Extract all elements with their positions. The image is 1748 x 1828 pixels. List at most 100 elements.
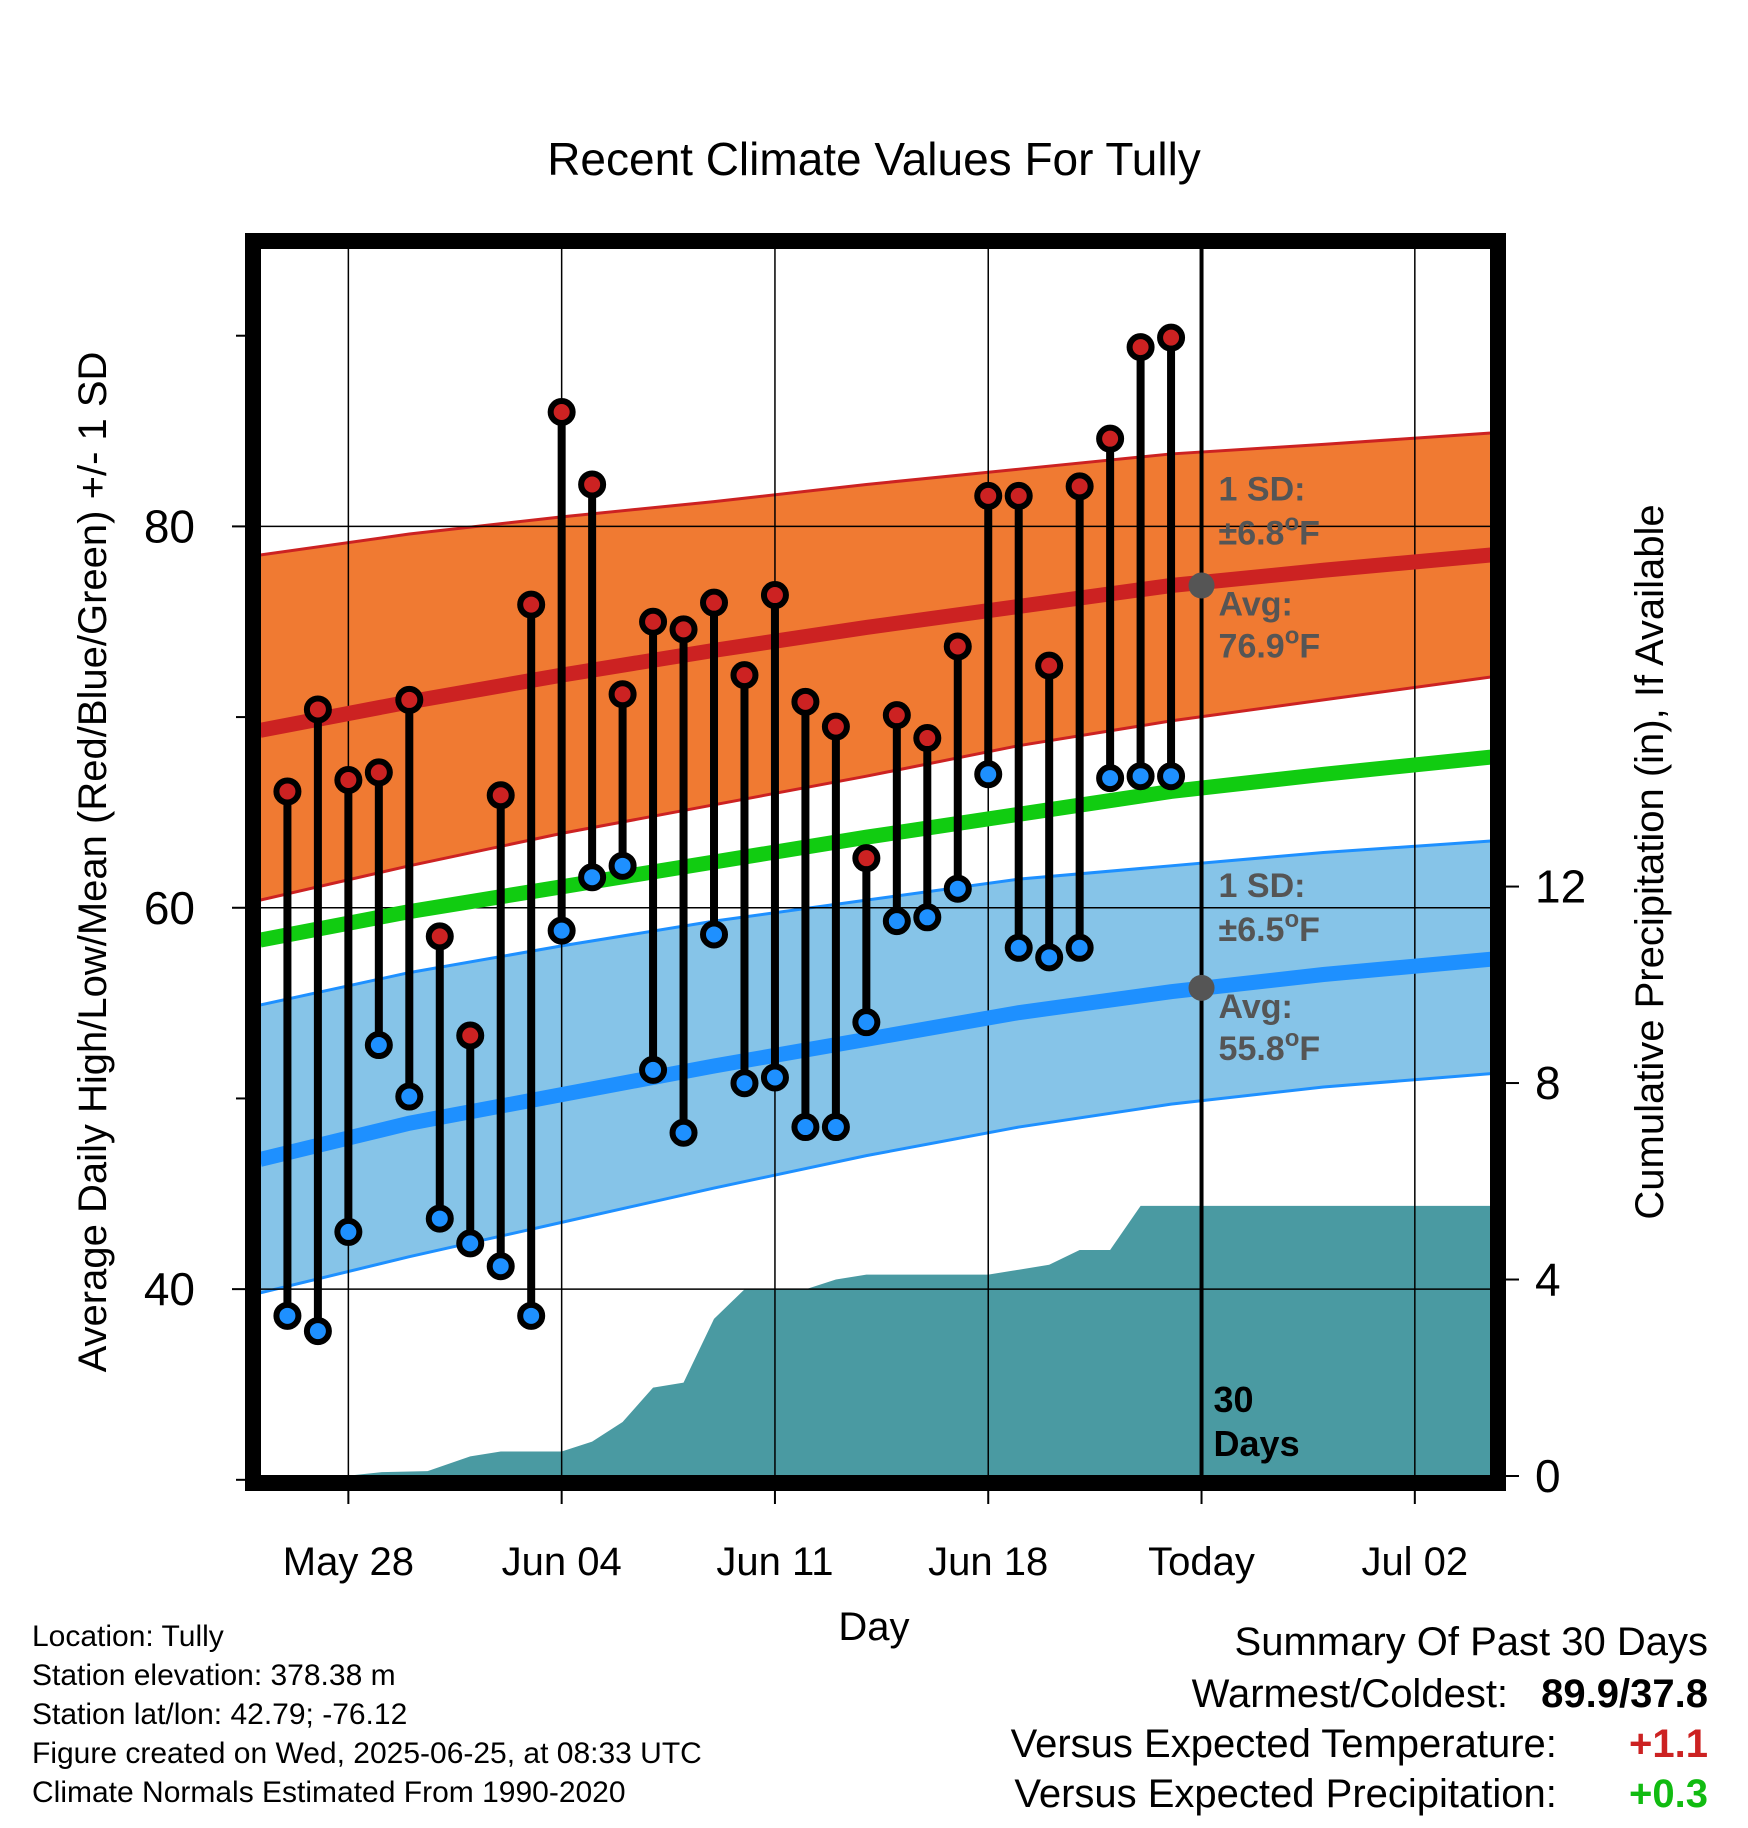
summary-temp-value: +1.1 <box>1629 1722 1708 1766</box>
daily-low-point <box>273 1301 302 1330</box>
high-sd-upper-line <box>260 431 1491 557</box>
daily-high-point <box>639 607 668 636</box>
daily-high-point <box>334 766 363 795</box>
y-tick-label: 60 <box>144 882 195 934</box>
daily-low-point <box>1035 943 1064 972</box>
daily-low-point <box>395 1082 424 1111</box>
today-low-normal-point <box>1188 974 1215 1001</box>
plot-frame <box>245 233 1506 1491</box>
summary-precip-value: +0.3 <box>1629 1772 1708 1816</box>
low-normal-line <box>260 951 1491 1167</box>
high-sd-value: ±6.8oF <box>1219 509 1320 552</box>
daily-low-point <box>303 1317 332 1346</box>
daily-high-point <box>913 724 942 753</box>
summary-temp-label: Versus Expected Temperature: <box>1010 1722 1557 1766</box>
y-axis-title: Average Daily High/Low/Mean (Red/Blue/Gr… <box>71 352 115 1373</box>
y2-tick-label: 4 <box>1535 1254 1561 1306</box>
mean-normal-line <box>260 749 1491 948</box>
footer-normals: Climate Normals Estimated From 1990-2020 <box>32 1776 626 1809</box>
daily-low-point <box>425 1204 454 1233</box>
chart-title: Recent Climate Values For Tully <box>547 133 1201 185</box>
daily-high-point <box>273 777 302 806</box>
x-axis-title: Day <box>838 1605 909 1649</box>
daily-low-point <box>1065 933 1094 962</box>
daily-high-point <box>486 781 515 810</box>
daily-high-point <box>821 712 850 741</box>
summary-warm-cold-label: Warmest/Coldest: <box>1191 1672 1509 1716</box>
low-sd-band <box>260 841 1491 1293</box>
x-tick-label: Jun 11 <box>716 1540 833 1584</box>
daily-high-point <box>395 685 424 714</box>
y2-tick-label: 8 <box>1535 1057 1561 1109</box>
daily-low-point <box>669 1118 698 1147</box>
daily-high-point <box>1096 424 1125 453</box>
footer-elevation: Station elevation: 378.38 m <box>32 1659 396 1692</box>
daily-low-point <box>791 1113 820 1142</box>
daily-low-point <box>1096 764 1125 793</box>
daily-high-point <box>760 581 789 610</box>
y2-tick-label: 0 <box>1535 1450 1561 1502</box>
footer-created: Figure created on Wed, 2025-06-25, at 08… <box>32 1737 702 1770</box>
daily-high-point <box>943 632 972 661</box>
daily-low-point <box>517 1301 546 1330</box>
daily-high-point <box>1126 333 1155 362</box>
daily-high-point <box>608 680 637 709</box>
daily-low-point <box>913 903 942 932</box>
daily-high-point <box>578 470 607 499</box>
daily-high-point <box>1065 472 1094 501</box>
y-tick-label: 80 <box>144 500 195 552</box>
daily-low-point <box>334 1217 363 1246</box>
high-sd-lower-line <box>260 675 1491 902</box>
high-avg-label: Avg: <box>1219 586 1293 624</box>
low-sd-value: ±6.5oF <box>1219 906 1320 949</box>
y2-axis-title: Cumulative Precipitation (in), If Availa… <box>1628 504 1672 1219</box>
x-tick-label: May 28 <box>283 1540 414 1584</box>
daily-low-point <box>852 1008 881 1037</box>
x-tick-label: Today <box>1148 1540 1255 1584</box>
daily-low-point <box>1157 762 1186 791</box>
today-days-label-number: 30 <box>1214 1379 1254 1420</box>
summary-title: Summary Of Past 30 Days <box>1234 1620 1708 1664</box>
today-high-normal-point <box>1188 572 1215 599</box>
summary-warm-cold: Warmest/Coldest: 89.9/37.8 <box>1192 1672 1708 1716</box>
daily-low-point <box>608 851 637 880</box>
daily-high-point <box>974 481 1003 510</box>
daily-low-point <box>578 863 607 892</box>
daily-high-point <box>730 661 759 690</box>
daily-low-point <box>364 1031 393 1060</box>
footer-location: Location: Tully <box>32 1620 224 1653</box>
daily-high-point <box>425 922 454 951</box>
daily-high-point <box>303 695 332 724</box>
y-tick-label: 40 <box>144 1263 195 1315</box>
daily-low-point <box>1126 762 1155 791</box>
low-sd-label: 1 SD: <box>1219 867 1306 905</box>
daily-high-point <box>547 397 576 426</box>
daily-low-point <box>1004 933 1033 962</box>
low-avg-label: Avg: <box>1219 988 1293 1026</box>
summary-precip: Versus Expected Precipitation: +0.3 <box>1014 1772 1708 1816</box>
summary-precip-label: Versus Expected Precipitation: <box>1014 1772 1557 1816</box>
today-days-label-word: Days <box>1214 1423 1300 1464</box>
daily-high-point <box>1035 651 1064 680</box>
daily-low-point <box>547 916 576 945</box>
summary-temp: Versus Expected Temperature: +1.1 <box>1011 1722 1708 1766</box>
daily-high-point <box>791 687 820 716</box>
daily-high-point <box>882 701 911 730</box>
daily-low-point <box>760 1063 789 1092</box>
footer-latlon: Station lat/lon: 42.79; -76.12 <box>32 1698 408 1731</box>
daily-high-point <box>669 615 698 644</box>
low-avg-value: 55.8oF <box>1219 1025 1321 1068</box>
daily-low-point <box>821 1113 850 1142</box>
high-sd-label: 1 SD: <box>1219 470 1306 508</box>
precip-area <box>260 1205 1491 1476</box>
x-tick-label: Jun 04 <box>502 1540 622 1584</box>
daily-low-point <box>882 907 911 936</box>
high-sd-band <box>260 432 1491 901</box>
daily-high-point <box>1157 323 1186 352</box>
daily-high-point <box>700 588 729 617</box>
x-tick-label: Jul 02 <box>1361 1540 1468 1584</box>
daily-low-point <box>730 1069 759 1098</box>
daily-low-point <box>700 920 729 949</box>
daily-low-point <box>943 874 972 903</box>
